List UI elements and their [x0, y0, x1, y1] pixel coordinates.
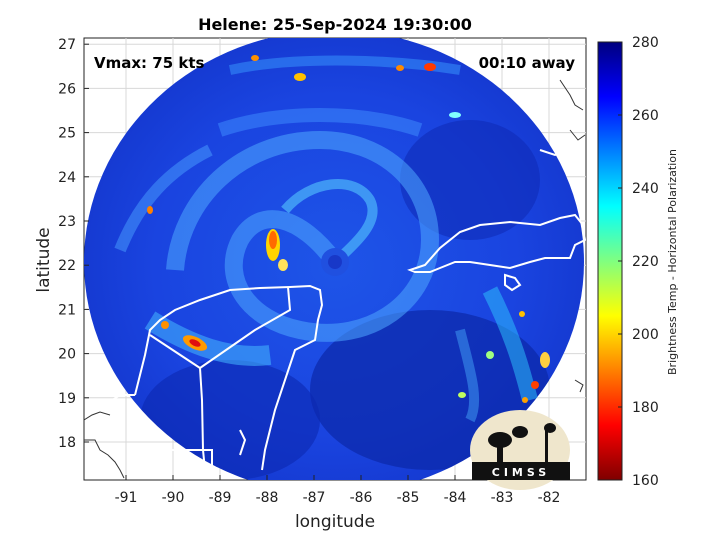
- x-tick-label: -91: [115, 490, 138, 506]
- colorbar-tick-label: 220: [632, 254, 659, 270]
- y-tick-label: 24: [58, 170, 76, 186]
- colorbar-ticks: 160 180 200 220 240 260 280: [618, 35, 659, 489]
- map-title: Helene: 25-Sep-2024 19:30:00: [198, 15, 472, 34]
- x-tick-label: -84: [444, 490, 467, 506]
- vmax-annotation: Vmax: 75 kts: [94, 54, 204, 72]
- x-tick-label: -86: [350, 490, 373, 506]
- y-tick-label: 21: [58, 302, 76, 318]
- colorbar-tick-label: 180: [632, 400, 659, 416]
- land-outline: [84, 79, 586, 479]
- y-tick-label: 19: [58, 391, 76, 407]
- y-axis-label: latitude: [34, 227, 54, 292]
- x-axis-label: longitude: [295, 512, 375, 532]
- y-tick-label: 25: [58, 126, 76, 142]
- x-tick-label: -82: [538, 490, 561, 506]
- colorbar-tick-label: 200: [632, 327, 659, 343]
- x-tick-label: -87: [303, 490, 326, 506]
- colorbar-tick-label: 280: [632, 35, 659, 51]
- y-tick-label: 26: [58, 81, 76, 97]
- cimss-logo: CIMSS: [470, 410, 570, 490]
- coastlines: [87, 144, 586, 471]
- colorbar-tick-label: 160: [632, 473, 659, 489]
- x-tick-label: -89: [209, 490, 232, 506]
- y-tick-label: 27: [58, 37, 76, 53]
- colorbar-tick-label: 240: [632, 181, 659, 197]
- logo-text: CIMSS: [492, 466, 550, 479]
- x-tick-label: -88: [256, 490, 279, 506]
- colorbar-tick-label: 260: [632, 108, 659, 124]
- y-tick-label: 18: [58, 435, 76, 451]
- y-tick-label: 20: [58, 347, 76, 363]
- y-tick-label: 23: [58, 214, 76, 230]
- colorbar: 160 180 200 220 240 260 280 Brightness Temp - …: [597, 35, 679, 489]
- x-tick-label: -83: [491, 490, 514, 506]
- time-away-annotation: 00:10 away: [479, 54, 576, 72]
- y-axis-ticks: 18 19 20 21 22 23 24 25 26 27: [58, 37, 89, 451]
- x-tick-label: -90: [162, 490, 185, 506]
- x-tick-label: -85: [397, 490, 420, 506]
- x-axis-ticks: -91 -90 -89 -88 -87 -86 -85 -84 -83 -82: [115, 475, 561, 506]
- y-tick-label: 22: [58, 258, 76, 274]
- colorbar-label: Brightness Temp - Horizontal Polarizatio…: [666, 149, 679, 375]
